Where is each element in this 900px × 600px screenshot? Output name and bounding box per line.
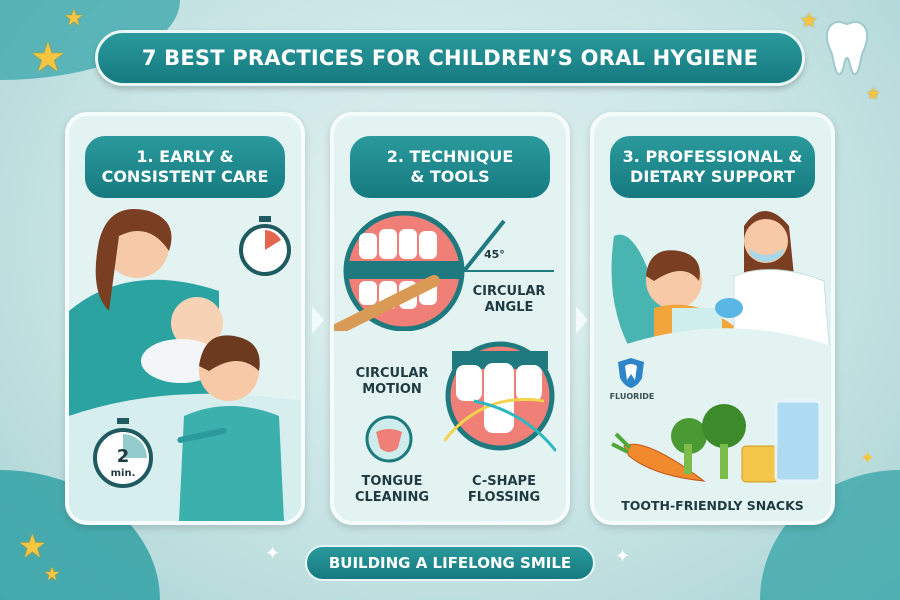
timer-unit: min. (110, 468, 136, 479)
star-icon: ★ (800, 8, 818, 32)
panel-heading: 3. PROFESSIONAL & DIETARY SUPPORT (608, 134, 817, 200)
tooth-icon (825, 20, 869, 76)
parent-with-baby-illustration (69, 209, 301, 521)
circular-motion-label: CIRCULAR MOTION (355, 366, 429, 398)
panel-early-care: 1. EARLY & CONSISTENT CARE 2 min. (65, 112, 305, 525)
star-icon: ★ (18, 527, 47, 565)
sparkle-icon: ✦ (265, 543, 281, 564)
page-title: 7 BEST PRACTICES FOR CHILDREN’S ORAL HYG… (95, 30, 805, 86)
footer-banner: BUILDING A LIFELONG SMILE (305, 545, 595, 581)
heading-line: 1. EARLY & (136, 147, 234, 166)
tooth-friendly-snacks-label: TOOTH-FRIENDLY SNACKS (621, 498, 804, 513)
fluoride-label: FLUORIDE (609, 392, 655, 401)
heading-line: & TOOLS (410, 167, 490, 186)
healthy-snacks-illustration (611, 399, 822, 483)
star-icon: ★ (64, 6, 84, 31)
tongue-icon (365, 415, 413, 463)
panel-heading: 1. EARLY & CONSISTENT CARE (83, 134, 287, 200)
floss-icon (444, 341, 556, 452)
heading-line: CONSISTENT CARE (101, 167, 269, 186)
heading-line: DIETARY SUPPORT (630, 167, 795, 186)
tongue-cleaning-label: TONGUE CLEANING (354, 474, 430, 506)
arrow-right-icon (576, 306, 588, 334)
angle-label: 45° (484, 248, 505, 261)
panel-professional-dietary: 3. PROFESSIONAL & DIETARY SUPPORT FLUORI… (590, 112, 835, 525)
panel-technique-tools: 2. TECHNIQUE & TOOLS 45° CIRCULAR ANGLE … (330, 112, 570, 525)
circular-angle-label: CIRCULAR ANGLE (472, 284, 546, 316)
panel-heading: 2. TECHNIQUE & TOOLS (348, 134, 552, 200)
dentist-visit-illustration (594, 211, 831, 366)
sparkle-icon: ✦ (860, 448, 876, 469)
brushing-teeth-illustration (334, 211, 554, 331)
arrow-right-icon (312, 306, 324, 334)
star-icon: ★ (866, 84, 881, 103)
stopwatch-icon (239, 216, 291, 276)
c-shape-flossing-label: C-SHAPE FLOSSING (467, 474, 541, 506)
heading-line: 2. TECHNIQUE (386, 147, 514, 166)
fluoride-tooth-icon (618, 358, 644, 388)
star-icon: ★ (30, 35, 66, 81)
heading-line: 3. PROFESSIONAL & (622, 147, 803, 166)
timer-value: 2 (116, 446, 130, 467)
stopwatch-icon (93, 418, 153, 488)
sparkle-icon: ✦ (615, 546, 631, 567)
star-icon: ★ (44, 564, 61, 585)
